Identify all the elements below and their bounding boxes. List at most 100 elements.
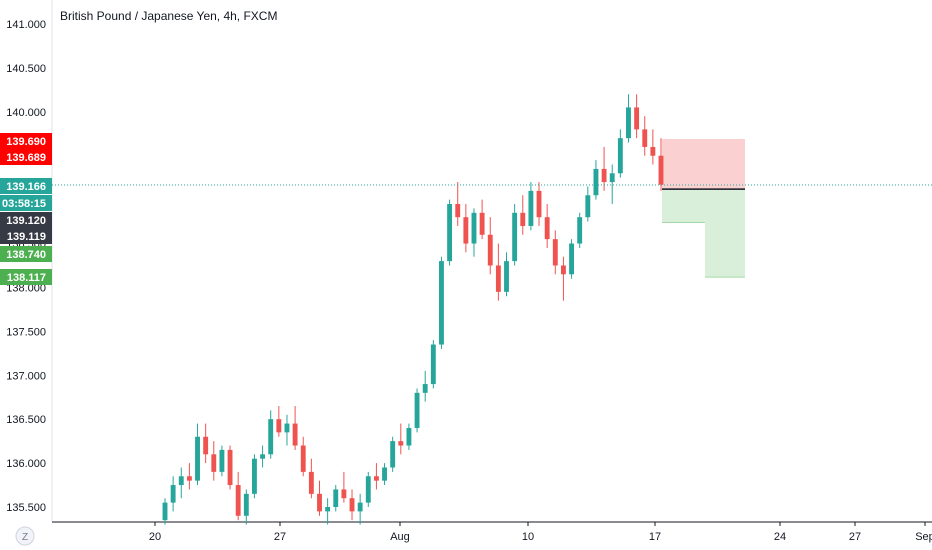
candle-body — [260, 454, 266, 459]
price-tags: 139.690 139.689 139.166 03:58:15 139.120 139.… — [0, 133, 52, 285]
candle-body — [439, 261, 444, 345]
candle-body — [219, 449, 225, 472]
x-tick-label: 24 — [774, 531, 786, 543]
candle-body — [601, 168, 607, 183]
candle-body — [341, 489, 347, 499]
candle-body — [414, 392, 420, 428]
candle-body — [536, 190, 542, 218]
stop-loss-zone[interactable] — [662, 139, 745, 190]
position-zones[interactable] — [662, 139, 745, 278]
price-tag-label: 139.166 — [6, 181, 46, 193]
candle-body — [650, 146, 656, 156]
candle-body — [422, 384, 428, 393]
candle-body — [276, 419, 282, 433]
candle-body — [471, 212, 477, 244]
candle-body — [520, 212, 526, 226]
price-tag — [0, 195, 52, 211]
price-tag-label: 139.689 — [6, 152, 46, 164]
y-tick-label: 138.000 — [6, 282, 46, 294]
y-tick-label: 135.500 — [6, 502, 46, 514]
candle-body — [268, 419, 274, 455]
candle-body — [560, 265, 566, 275]
candle-body — [243, 493, 249, 516]
candle-body — [284, 423, 290, 433]
candle-body — [447, 204, 453, 262]
candle-body — [382, 467, 387, 481]
y-tick-label: 141.000 — [6, 19, 46, 31]
y-tick-label: 137.500 — [6, 326, 46, 338]
candle-body — [390, 441, 396, 468]
time-axis[interactable]: 20 27 Aug 10 17 24 27 Sep — [149, 522, 932, 543]
price-tag — [0, 228, 52, 244]
candle-body — [252, 458, 257, 494]
price-tag-label: 138.117 — [7, 272, 46, 284]
candle-body — [292, 423, 298, 446]
candle-body — [195, 436, 200, 481]
y-tick-label: 136.500 — [6, 414, 46, 426]
candle-body — [569, 243, 574, 275]
x-tick-label: 27 — [274, 531, 286, 543]
y-tick-label: 140.000 — [6, 107, 46, 119]
price-tag-label: 138.740 — [6, 249, 46, 261]
candle-body — [211, 454, 217, 472]
candle-body — [333, 489, 339, 507]
candle-body — [528, 190, 534, 226]
candle-body — [300, 445, 306, 472]
y-tick-label: 140.500 — [6, 63, 46, 75]
price-tag-label: 139.119 — [7, 231, 46, 243]
candle-body — [398, 441, 404, 446]
x-tick-label: 20 — [149, 531, 161, 543]
price-tag — [0, 133, 52, 149]
x-tick-label: Sep — [915, 531, 932, 543]
price-tag-label: 139.120 — [6, 215, 46, 227]
candle-body — [325, 507, 331, 512]
take-profit-zone[interactable] — [662, 189, 745, 278]
candle-body — [544, 217, 550, 240]
price-tag — [0, 212, 52, 228]
candle-body — [642, 129, 648, 147]
candle-body — [170, 485, 176, 503]
price-tag-label: 139.690 — [6, 136, 46, 148]
candle-body — [365, 476, 371, 503]
candle-body — [634, 107, 640, 130]
chart-title: British Pound / Japanese Yen, 4h, FXCM — [60, 9, 277, 23]
x-tick-label: 27 — [849, 531, 861, 543]
price-tag — [0, 269, 52, 285]
x-tick-label: Aug — [390, 531, 410, 543]
price-tag — [0, 246, 52, 262]
candle-body — [455, 204, 461, 218]
candle-body — [235, 485, 241, 516]
candle-body — [658, 155, 664, 185]
candle-body — [577, 217, 583, 244]
price-tag — [0, 178, 52, 194]
candle-body — [552, 239, 558, 266]
candle-body — [487, 234, 493, 266]
price-tag-label: 03:58:15 — [2, 198, 46, 210]
candles-layer — [162, 94, 664, 525]
candle-body — [203, 436, 209, 455]
candle-body — [479, 212, 485, 235]
candle-body — [617, 138, 623, 174]
candle-body — [504, 261, 509, 292]
y-tick-label: 136.000 — [6, 458, 46, 470]
candle-body — [463, 217, 469, 244]
candle-body — [626, 107, 631, 139]
candle-body — [512, 212, 518, 262]
candle-body — [373, 476, 379, 481]
candle-body — [227, 449, 233, 486]
candle-body — [593, 168, 599, 196]
candle-body — [178, 476, 184, 486]
price-axis[interactable]: 135.500 136.000 136.500 137.000 137.500 138.0… — [6, 19, 46, 514]
candle-body — [406, 427, 412, 446]
x-tick-label: 17 — [649, 531, 661, 543]
candle-body — [357, 502, 363, 512]
candle-body — [317, 493, 322, 512]
zoom-button-label: Z — [22, 532, 28, 543]
zoom-button[interactable]: Z — [15, 526, 35, 546]
candle-body — [162, 502, 168, 521]
candle-body — [495, 265, 501, 292]
y-tick-label: 137.000 — [6, 370, 46, 382]
candle-body — [349, 498, 355, 512]
price-tag — [0, 149, 52, 165]
